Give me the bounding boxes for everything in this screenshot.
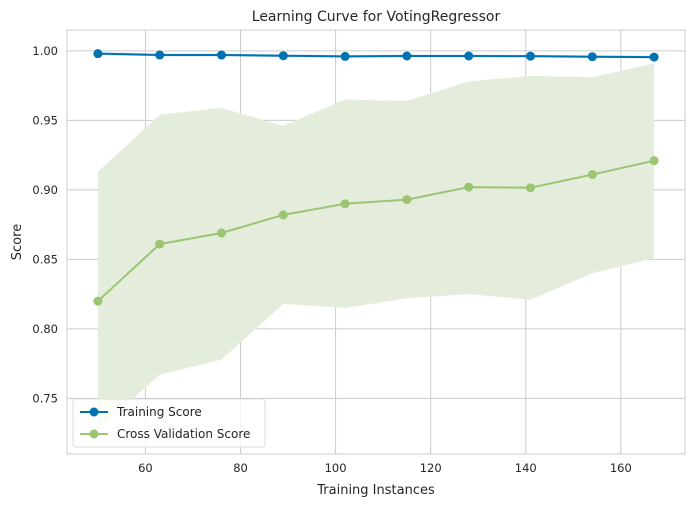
- cv-score-point: [587, 170, 597, 180]
- x-tick-label: 60: [138, 461, 153, 475]
- training-score-point: [217, 50, 226, 60]
- cv-score-point: [464, 182, 474, 192]
- cv-score-point: [217, 228, 226, 238]
- training-score-point: [402, 51, 412, 61]
- y-tick-label: 0.95: [32, 113, 58, 127]
- series-points: [93, 49, 659, 306]
- cv-score-point: [526, 183, 535, 193]
- legend-label-cv: Cross Validation Score: [117, 427, 250, 441]
- x-tick-label: 80: [233, 461, 248, 475]
- x-axis-label: Training Instances: [316, 483, 435, 498]
- y-tick-label: 0.75: [32, 391, 58, 405]
- y-tick-label: 0.85: [32, 252, 58, 266]
- legend: Training Score Cross Validation Score: [72, 398, 266, 448]
- chart-title: Learning Curve for VotingRegressor: [252, 9, 501, 25]
- training-score-point: [278, 51, 288, 61]
- cv-score-point: [340, 199, 350, 209]
- cv-score-band: [97, 63, 655, 431]
- y-tick-label: 0.90: [32, 183, 58, 197]
- x-tick-label: 140: [515, 461, 537, 475]
- y-tick-labels: 0.75 0.80 0.85 0.90 0.95 1.00: [32, 44, 58, 406]
- x-tick-label: 120: [420, 461, 442, 475]
- training-score-point: [155, 50, 165, 60]
- cv-score-line: [97, 159, 655, 302]
- training-score-line: [97, 52, 655, 59]
- legend-marker-cv: [89, 429, 99, 439]
- cv-score-point: [93, 296, 103, 306]
- legend-marker-training: [89, 407, 99, 417]
- training-score-point: [649, 52, 659, 62]
- training-score-point: [340, 51, 350, 61]
- y-tick-label: 0.80: [32, 322, 58, 336]
- training-score-point: [587, 52, 597, 62]
- legend-box: [72, 398, 266, 448]
- legend-label-training: Training Score: [116, 405, 202, 419]
- y-tick-label: 1.00: [32, 44, 58, 58]
- training-score-point: [526, 51, 535, 61]
- y-axis-label: Score: [10, 224, 25, 260]
- cv-score-point: [278, 210, 288, 220]
- series-lines: [97, 52, 655, 302]
- x-tick-labels: 60 80 100 120 140 160: [138, 461, 632, 475]
- cv-score-point: [402, 195, 412, 205]
- training-score-point: [464, 51, 474, 61]
- x-tick-label: 100: [325, 461, 347, 475]
- x-tick-label: 160: [610, 461, 632, 475]
- training-score-point: [93, 49, 103, 59]
- cv-score-point: [155, 239, 165, 249]
- cv-score-point: [649, 156, 659, 166]
